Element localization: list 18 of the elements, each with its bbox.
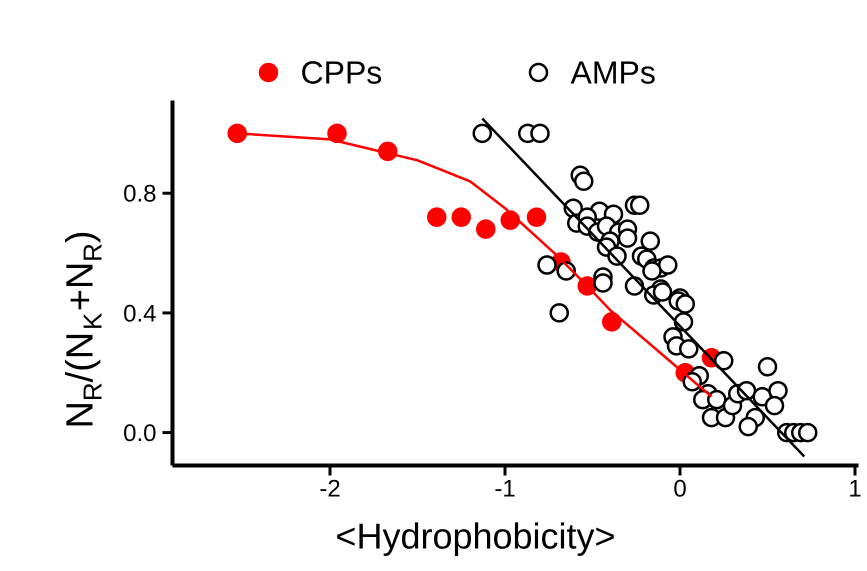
x-tick-label: 0 (673, 476, 687, 502)
point (602, 312, 622, 332)
y-tick-label: 0.0 (123, 420, 157, 448)
legend-label: CPPs (300, 54, 382, 90)
x-tick-label: 1 (848, 476, 862, 502)
point (228, 124, 247, 144)
legend-label: AMPs (570, 54, 656, 90)
x-tick-label: -2 (319, 476, 341, 502)
point (452, 207, 471, 227)
point (427, 207, 446, 227)
x-tick-label: -1 (494, 476, 516, 502)
x-axis-title: <Hydrophobicity> (335, 516, 616, 556)
y-axis-title: NR/(NK+NR) (60, 230, 108, 428)
y-tick-label: 0.8 (123, 180, 157, 208)
point (526, 207, 546, 227)
y-tick-label: 0.4 (123, 300, 157, 328)
point (476, 219, 496, 239)
point (327, 124, 347, 144)
